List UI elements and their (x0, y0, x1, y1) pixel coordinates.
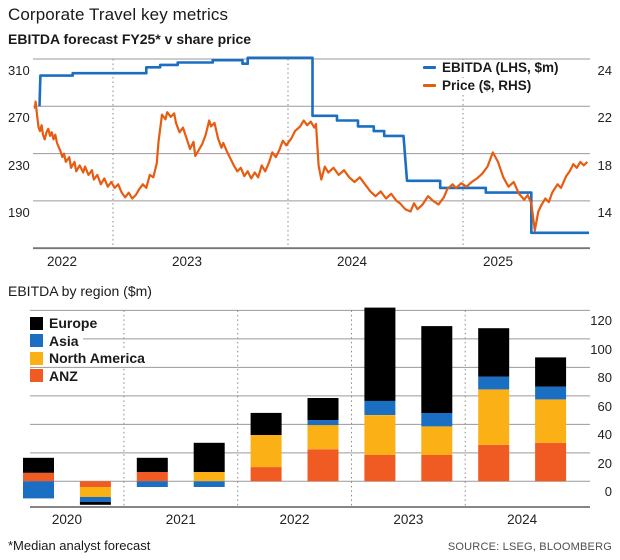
price-line (33, 100, 589, 232)
y-right-tick-label: 14 (597, 204, 612, 220)
bar-segment-anz (364, 455, 396, 482)
bar-segment-europe (421, 326, 453, 413)
bar-segment-asia (193, 481, 225, 487)
y-right-tick-label: 100 (590, 341, 612, 357)
anz-swatch (30, 369, 43, 382)
legend-label-asia: Asia (49, 332, 79, 349)
legend-label-north-america: North America (49, 350, 145, 366)
legend-item-ebitda: EBITDA (LHS, $m) (423, 60, 563, 75)
bar-segment-north-america (421, 426, 453, 455)
y-right-tick-label: 60 (597, 398, 612, 414)
bar-segment-north-america (364, 415, 396, 455)
europe-swatch (30, 316, 43, 330)
x-axis-year-label: 2024 (507, 512, 538, 527)
x-axis-year-label: 2021 (165, 512, 196, 527)
legend-item-asia: Asia (30, 332, 83, 349)
legend-item-north-america: North America (30, 350, 149, 366)
asia-swatch (30, 334, 43, 347)
x-axis-year-label: 2022 (46, 254, 78, 270)
y-right-tick-label: 0 (604, 484, 612, 500)
y-left-tick-label: 190 (8, 204, 30, 220)
y-right-tick-label: 20 (597, 455, 612, 471)
page-title: Corporate Travel key metrics (8, 5, 229, 24)
bar-segment-anz (23, 472, 54, 482)
bar-segment-asia (535, 386, 567, 400)
y-left-tick-label: 310 (8, 63, 30, 78)
x-axis-year-label: 2024 (336, 254, 368, 270)
bar-segment-asia (23, 481, 54, 499)
bar-segment-north-america (250, 435, 282, 467)
ebitda-line (38, 56, 589, 235)
x-axis-year-label: 2023 (393, 512, 424, 527)
legend-item-anz: ANZ (30, 367, 82, 384)
bar-segment-north-america (193, 472, 225, 482)
y-right-tick-label: 24 (597, 63, 612, 78)
y-right-tick-label: 40 (597, 427, 612, 443)
bar-segment-anz (478, 445, 510, 482)
source-credit: SOURCE: LSEG, BLOOMBERG (447, 541, 612, 553)
footnote: *Median analyst forecast (8, 538, 151, 553)
legend-label-europe: Europe (49, 315, 98, 331)
bar-segment-europe (136, 457, 168, 472)
y-right-tick-label: 120 (590, 313, 612, 329)
x-axis-year-label: 2023 (171, 254, 203, 270)
bar-segment-anz (79, 481, 111, 487)
bar-segment-europe (478, 328, 510, 377)
bar-segment-europe (193, 442, 225, 472)
bar-segment-asia (421, 412, 453, 427)
bar-segment-north-america (478, 389, 510, 445)
bar-segment-europe (307, 398, 339, 421)
y-left-tick-label: 230 (8, 157, 30, 173)
bar-segment-asia (79, 497, 111, 502)
bar-segment-europe (79, 502, 111, 505)
bar-segment-anz (307, 449, 339, 482)
bar-segment-anz (250, 467, 282, 482)
legend-label-anz: ANZ (49, 367, 78, 384)
bar-segment-asia (307, 420, 339, 426)
y-right-tick-label: 22 (597, 110, 612, 126)
legend-label-price: Price ($, RHS) (442, 78, 532, 93)
top-chart-title: EBITDA forecast FY25* v share price (8, 31, 252, 47)
bar-segment-asia (364, 400, 396, 415)
bar-segment-anz (535, 442, 567, 482)
bar-segment-anz (136, 472, 168, 482)
y-left-tick-label: 270 (8, 110, 30, 126)
price-line-swatch (423, 83, 436, 88)
bar-segment-north-america (307, 425, 339, 450)
y-right-tick-label: 18 (597, 157, 612, 173)
x-axis-year-label: 2020 (51, 512, 82, 527)
ebitda-line-swatch (423, 65, 436, 70)
bar-segment-europe (250, 412, 282, 435)
bar-segment-europe (364, 307, 396, 401)
north-america-swatch (30, 351, 43, 365)
x-axis-year-label: 2025 (482, 254, 514, 270)
bar-segment-europe (535, 357, 567, 387)
legend-item-europe: Europe (30, 315, 102, 331)
bottom-chart-title: EBITDA by region ($m) (8, 283, 152, 299)
bar-segment-europe (23, 457, 54, 473)
bar-segment-north-america (535, 399, 567, 443)
bar-segment-anz (421, 455, 453, 482)
bar-segment-asia (478, 376, 510, 390)
legend-label-ebitda: EBITDA (LHS, $m) (442, 60, 559, 75)
x-axis-year-label: 2022 (279, 512, 310, 527)
y-right-tick-label: 80 (597, 370, 612, 386)
bar-segment-asia (136, 481, 168, 487)
bar-segment-north-america (79, 487, 111, 497)
legend-item-price: Price ($, RHS) (423, 78, 536, 93)
